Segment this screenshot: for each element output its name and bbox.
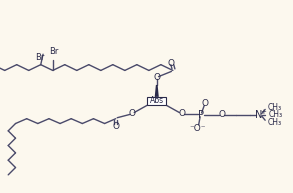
Text: ⁻O⁻: ⁻O⁻: [190, 124, 206, 133]
Text: Br: Br: [35, 53, 45, 62]
Text: O: O: [128, 109, 135, 118]
Polygon shape: [155, 85, 159, 97]
Text: P: P: [198, 110, 204, 120]
Text: O: O: [153, 73, 160, 82]
Text: N: N: [255, 110, 263, 120]
Text: CH₃: CH₃: [268, 103, 282, 112]
Text: O: O: [218, 110, 225, 119]
Text: O: O: [202, 99, 209, 108]
FancyBboxPatch shape: [147, 96, 166, 105]
Text: CH₃: CH₃: [268, 110, 282, 119]
Text: O: O: [168, 59, 175, 68]
Text: +: +: [260, 109, 266, 115]
Text: O: O: [112, 122, 119, 130]
Text: CH₃: CH₃: [268, 118, 282, 127]
Text: Br: Br: [49, 47, 58, 56]
Text: Abs: Abs: [150, 96, 164, 105]
Text: O: O: [178, 109, 185, 118]
